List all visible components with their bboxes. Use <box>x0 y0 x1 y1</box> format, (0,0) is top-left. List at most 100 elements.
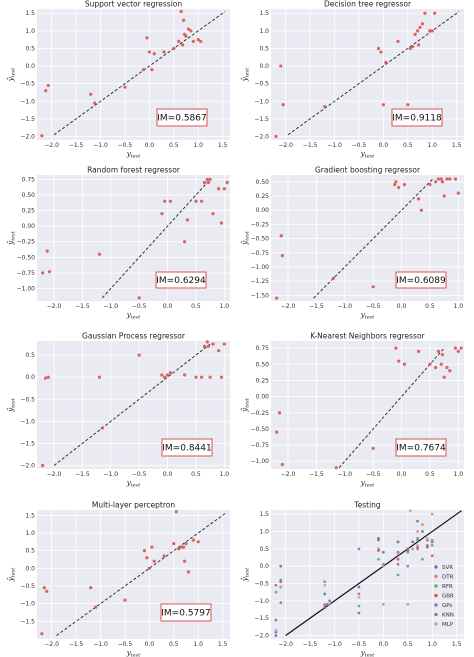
data-point <box>219 221 224 225</box>
data-point <box>393 183 397 187</box>
y-tick-label: −2.0 <box>254 133 269 140</box>
x-axis-label-subscript: test <box>365 653 376 657</box>
series-point-mlp <box>274 628 278 632</box>
data-point <box>174 510 178 514</box>
data-point <box>41 463 45 468</box>
data-point <box>430 29 434 33</box>
data-point <box>194 199 198 203</box>
data-point <box>181 545 186 549</box>
y-tick-label: 0.5 <box>25 352 35 359</box>
data-point <box>445 177 449 181</box>
data-point <box>189 29 193 33</box>
y-tick-label: 1.0 <box>25 530 35 537</box>
x-tick-label: 1.5 <box>218 142 228 149</box>
data-point <box>147 50 151 54</box>
y-tick-label: −1.5 <box>254 615 269 622</box>
data-point <box>196 38 200 42</box>
data-point <box>202 344 207 348</box>
panel-7: −2.0 −1.5 −1.0 −0.5 0.0 0.5 1.0 1.5 −1.5 −1.0 −0.5… <box>7 501 230 657</box>
data-point <box>448 369 452 373</box>
data-point <box>186 27 191 31</box>
data-point <box>152 559 156 563</box>
x-tick-label: −1.0 <box>327 641 342 648</box>
x-tick-label: −1.0 <box>338 471 353 478</box>
data-point <box>46 83 50 88</box>
data-point <box>123 85 127 89</box>
x-tick-label: 1.0 <box>427 142 437 149</box>
data-point <box>199 39 203 43</box>
legend-marker <box>434 574 438 579</box>
x-tick-label: 1.5 <box>452 142 462 149</box>
data-point <box>182 240 187 244</box>
y-tick-label: −0.50 <box>251 236 270 243</box>
x-axis-label-subscript: test <box>365 483 376 489</box>
data-point <box>222 342 226 346</box>
data-point <box>179 9 183 14</box>
identity-line <box>101 179 211 299</box>
im-value: IM=0.7674 <box>396 444 446 454</box>
y-tick-label: 1.5 <box>259 10 269 17</box>
x-tick-label: −0.5 <box>118 641 133 648</box>
im-box <box>155 271 207 289</box>
data-point <box>43 376 48 380</box>
data-point <box>416 197 421 201</box>
data-point <box>439 362 443 366</box>
x-tick-label: 0.5 <box>425 303 435 310</box>
data-point <box>42 586 46 590</box>
y-tick-label: 1.5 <box>25 10 35 17</box>
im-box <box>156 108 208 127</box>
y-tick-label: −0.75 <box>251 250 270 257</box>
x-tick-label: −1.5 <box>309 303 324 310</box>
x-tick-label: −0.5 <box>366 471 381 478</box>
y-tick-label: −1.0 <box>20 601 35 608</box>
data-point <box>416 349 421 353</box>
x-tick-label: −0.5 <box>366 303 381 310</box>
data-point <box>40 134 44 138</box>
y-axis-label-subscript: test <box>11 397 17 408</box>
data-point <box>186 570 191 574</box>
data-point <box>152 52 156 56</box>
data-point <box>217 349 221 353</box>
data-point <box>172 541 176 546</box>
x-tick-label: −0.5 <box>132 471 147 478</box>
data-point <box>434 365 438 370</box>
y-tick-label: −2.0 <box>254 633 269 640</box>
y-axis-label: ŷtest <box>7 397 17 413</box>
x-axis-label: ytest <box>360 150 376 160</box>
data-point <box>222 187 226 191</box>
y-tick-label: 0.0 <box>25 565 35 572</box>
series-point-dtr <box>406 602 410 606</box>
data-point <box>206 180 211 185</box>
x-tick-label: −1.5 <box>75 303 90 310</box>
y-axis-label-subscript: test <box>11 567 17 578</box>
identity-line <box>53 343 211 466</box>
series-point-svr <box>411 540 415 544</box>
series-point-dtr <box>430 512 434 516</box>
x-tick-label: 1.0 <box>193 641 203 648</box>
x-tick-label: 0.0 <box>397 471 407 478</box>
data-point <box>89 92 93 96</box>
data-point <box>439 177 443 181</box>
x-tick-label: 0.0 <box>145 142 155 149</box>
series-point-rfr <box>430 543 434 547</box>
data-point <box>423 11 427 15</box>
x-tick-label: 1.0 <box>193 142 203 149</box>
data-point <box>384 60 388 65</box>
y-tick-label: 0.5 <box>25 45 35 52</box>
data-point <box>408 46 412 51</box>
legend-marker <box>434 593 438 598</box>
series-point-mlp <box>416 543 419 547</box>
x-tick-label: −2.0 <box>44 641 59 648</box>
data-point <box>415 29 420 33</box>
series-point-gps <box>396 563 400 566</box>
panel-6: −2.0 −1.5 −1.0 −0.5 0.0 0.5 1.0 −1.00 −0.75 −0.50… <box>241 332 464 489</box>
data-point <box>331 276 336 280</box>
y-tick-label: −0.75 <box>251 442 270 449</box>
data-point <box>47 270 52 274</box>
x-tick-label: 0.0 <box>379 641 389 648</box>
legend-marker <box>434 584 438 588</box>
y-tick-label: −0.25 <box>251 221 270 228</box>
y-tick-label: −1.0 <box>20 418 35 425</box>
x-tick-label: −0.5 <box>132 303 147 310</box>
x-tick-label: 0.5 <box>403 641 413 648</box>
